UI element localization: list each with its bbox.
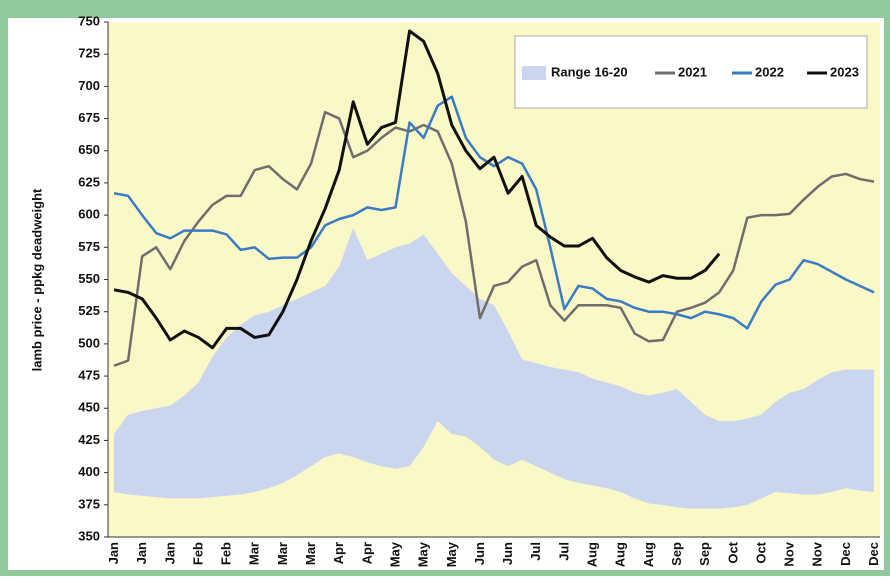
range-band — [114, 228, 874, 509]
y-tick-label: 425 — [78, 432, 100, 447]
y-axis-label: lamb price - ppkg deadweight — [29, 188, 44, 371]
y-tick-label: 500 — [78, 335, 100, 350]
legend-label: Range 16-20 — [551, 64, 628, 79]
x-tick-label: Aug — [641, 542, 656, 567]
x-tick-label: Sep — [669, 542, 684, 566]
series-line — [113, 110, 875, 367]
x-tick-label: Nov — [810, 541, 825, 566]
y-tick-label: 400 — [78, 464, 100, 479]
x-tick-label: Oct — [725, 541, 740, 563]
x-tick-label: Jul — [556, 542, 571, 561]
y-tick-label: 600 — [78, 207, 100, 222]
y-tick-label: 375 — [78, 496, 100, 511]
y-tick-label: 675 — [78, 110, 100, 125]
y-tick-label: 700 — [78, 78, 100, 93]
x-tick-label: Apr — [359, 542, 374, 564]
x-tick-label: Oct — [753, 541, 768, 563]
x-tick-label: Dec — [866, 542, 881, 566]
y-tick-label: 725 — [78, 46, 100, 61]
series-line — [113, 95, 875, 330]
x-tick-label: Jul — [528, 542, 543, 561]
x-tick-label: Jun — [472, 542, 487, 565]
x-tick-label: Jun — [500, 542, 515, 565]
x-tick-label: Feb — [219, 542, 234, 565]
x-tick-label: May — [416, 541, 431, 567]
x-tick-label: Nov — [782, 541, 797, 566]
legend-label: 2021 — [678, 64, 707, 79]
legend-swatch — [522, 66, 546, 80]
x-tick-label: Jan — [134, 542, 149, 564]
legend-label: 2022 — [755, 64, 784, 79]
x-tick-label: Aug — [585, 542, 600, 567]
x-tick-label: Dec — [838, 542, 853, 566]
y-tick-label: 575 — [78, 239, 100, 254]
x-tick-label: Mar — [247, 542, 262, 565]
y-tick-label: 525 — [78, 303, 100, 318]
y-tick-label: 750 — [78, 13, 100, 28]
x-tick-label: Apr — [331, 542, 346, 564]
y-tick-label: 450 — [78, 400, 100, 415]
legend-label: 2023 — [830, 64, 859, 79]
x-tick-label: Mar — [275, 542, 290, 565]
x-tick-label: Jan — [106, 542, 121, 564]
series-line — [113, 29, 721, 350]
y-tick-label: 475 — [78, 368, 100, 383]
x-tick-label: Sep — [697, 542, 712, 566]
y-tick-label: 550 — [78, 271, 100, 286]
x-tick-label: Mar — [303, 542, 318, 565]
y-tick-label: 350 — [78, 528, 100, 543]
x-tick-label: May — [444, 541, 459, 567]
x-tick-label: Jan — [162, 542, 177, 564]
x-tick-label: Feb — [190, 542, 205, 565]
y-tick-label: 650 — [78, 142, 100, 157]
x-tick-label: Aug — [613, 542, 628, 567]
y-tick-label: 625 — [78, 174, 100, 189]
x-tick-label: May — [387, 541, 402, 567]
